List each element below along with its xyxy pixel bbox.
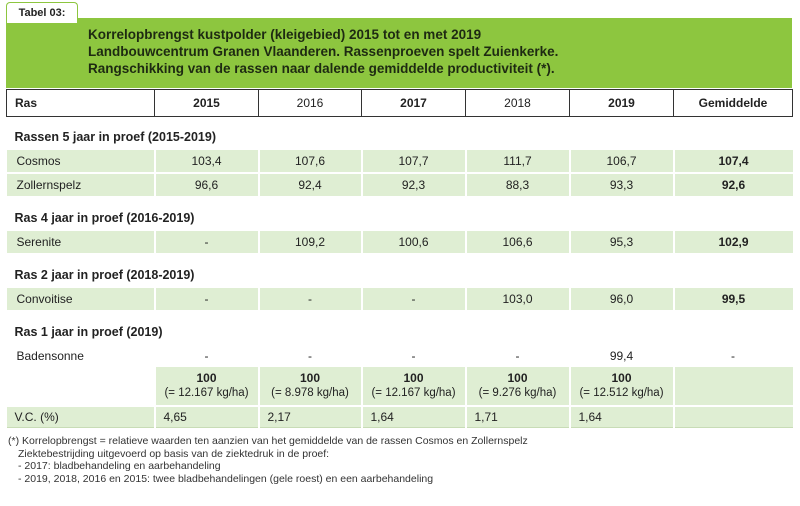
value-cell: 107,6 [257,150,362,174]
header-2016: 2016 [258,89,362,117]
value-cell: 100,6 [360,231,466,255]
title-line-3: Rangschikking van de rassen naar dalende… [88,61,555,76]
reference-label-empty [6,367,155,407]
reference-cell: 100 (= 9.276 kg/ha) [464,367,570,407]
reference-kg: (= 12.167 kg/ha) [371,387,456,399]
reference-cell: 100 (= 8.978 kg/ha) [257,367,362,407]
footnote-disease-control: Ziektebestrijding uitgevoerd op basis va… [18,447,330,460]
reference-kg: (= 8.978 kg/ha) [271,387,349,399]
reference-cell: 100 (= 12.512 kg/ha) [568,367,674,407]
value-cell: - [465,345,570,367]
value-cell: 92,3 [360,173,466,198]
vc-average-empty [672,406,793,428]
vc-label: V.C. (%) [6,406,155,428]
value-cell: 103,0 [464,288,570,312]
header-2018: 2018 [465,89,570,117]
table-number-label: Tabel 03: [6,2,78,23]
value-cell: 103,4 [153,150,259,174]
value-cell: - [154,345,259,367]
value-cell: 107,7 [360,150,466,174]
variety-name: Cosmos [6,150,155,174]
reference-kg: (= 12.167 kg/ha) [164,387,249,399]
vc-value: 1,64 [360,406,466,428]
reference-kg: (= 12.512 kg/ha) [579,387,664,399]
average-cell: - [673,345,793,367]
footnotes: (*) Korrelopbrengst = relatieve waarden … [8,435,528,485]
vc-value: 4,65 [153,406,259,428]
value-cell: - [258,345,362,367]
value-cell: - [361,345,466,367]
vc-value: 1,64 [568,406,674,428]
value-cell: 92,4 [257,173,362,198]
value-cell: 106,6 [464,231,570,255]
reference-average-empty [672,367,793,407]
section-title: Ras 4 jaar in proef (2016-2019) [6,197,793,231]
section-row: Ras 1 jaar in proef (2019) [6,311,793,345]
table-row: Convoitise - - - 103,0 96,0 99,5 [6,288,793,312]
section-row: Ras 2 jaar in proef (2018-2019) [6,254,793,288]
reference-percent: 100 [611,371,632,385]
value-cell: 93,3 [568,173,674,198]
header-ras: Ras [6,89,155,117]
value-cell: 96,0 [568,288,674,312]
value-cell: - [257,288,362,312]
table-row: Serenite - 109,2 100,6 106,6 95,3 102,9 [6,231,793,255]
vc-value: 1,71 [464,406,570,428]
section-title: Rassen 5 jaar in proef (2015-2019) [6,116,793,150]
table-row: Cosmos 103,4 107,6 107,7 111,7 106,7 107… [6,150,793,174]
reference-percent: 100 [403,371,424,385]
value-cell: 95,3 [568,231,674,255]
table-row: Badensonne - - - - 99,4 - [6,345,793,367]
average-cell: 92,6 [672,173,793,198]
variety-name: Serenite [6,231,155,255]
value-cell: - [360,288,466,312]
variety-name: Zollernspelz [6,173,155,198]
value-cell: 111,7 [464,150,570,174]
value-cell: - [153,288,259,312]
value-cell: - [153,231,259,255]
section-title: Ras 2 jaar in proef (2018-2019) [6,254,793,288]
yield-table: Ras 2015 2016 2017 2018 2019 Gemiddelde … [6,89,793,428]
variety-name: Badensonne [6,345,155,367]
reference-cell: 100 (= 12.167 kg/ha) [153,367,259,407]
section-row: Rassen 5 jaar in proef (2015-2019) [6,116,793,150]
footnote-other-years: - 2019, 2018, 2016 en 2015: twee bladbeh… [18,472,434,485]
reference-row: 100 (= 12.167 kg/ha) 100 (= 8.978 kg/ha) 1… [6,367,793,407]
value-cell: 99,4 [569,345,674,367]
table-header-row: Ras 2015 2016 2017 2018 2019 Gemiddelde [6,89,793,117]
reference-percent: 100 [196,371,217,385]
value-cell: 106,7 [568,150,674,174]
average-cell: 107,4 [672,150,793,174]
average-cell: 102,9 [672,231,793,255]
reference-percent: 100 [299,371,321,385]
header-2019: 2019 [569,89,674,117]
reference-cell: 100 (= 12.167 kg/ha) [360,367,466,407]
section-title: Ras 1 jaar in proef (2019) [6,311,793,345]
vc-row: V.C. (%) 4,65 2,17 1,64 1,71 1,64 [6,406,793,428]
section-row: Ras 4 jaar in proef (2016-2019) [6,197,793,231]
header-gemiddelde: Gemiddelde [673,89,793,117]
header-2015: 2015 [154,89,259,117]
table-row: Zollernspelz 96,6 92,4 92,3 88,3 93,3 92… [6,173,793,198]
value-cell: 109,2 [257,231,362,255]
vc-value: 2,17 [257,406,362,428]
average-cell: 99,5 [672,288,793,312]
reference-kg: (= 9.276 kg/ha) [478,387,557,399]
value-cell: 96,6 [153,173,259,198]
value-cell: 88,3 [464,173,570,198]
reference-percent: 100 [507,371,528,385]
table-title-banner: Korrelopbrengst kustpolder (kleigebied) … [6,18,792,88]
footnote-2017: - 2017: bladbehandeling en aarbehandelin… [18,460,221,472]
title-line-1: Korrelopbrengst kustpolder (kleigebied) … [88,27,482,42]
header-2017: 2017 [361,89,466,117]
title-line-2: Landbouwcentrum Granen Vlaanderen. Rasse… [88,44,559,59]
footnote-definition: (*) Korrelopbrengst = relatieve waarden … [8,435,528,447]
variety-name: Convoitise [6,288,155,312]
